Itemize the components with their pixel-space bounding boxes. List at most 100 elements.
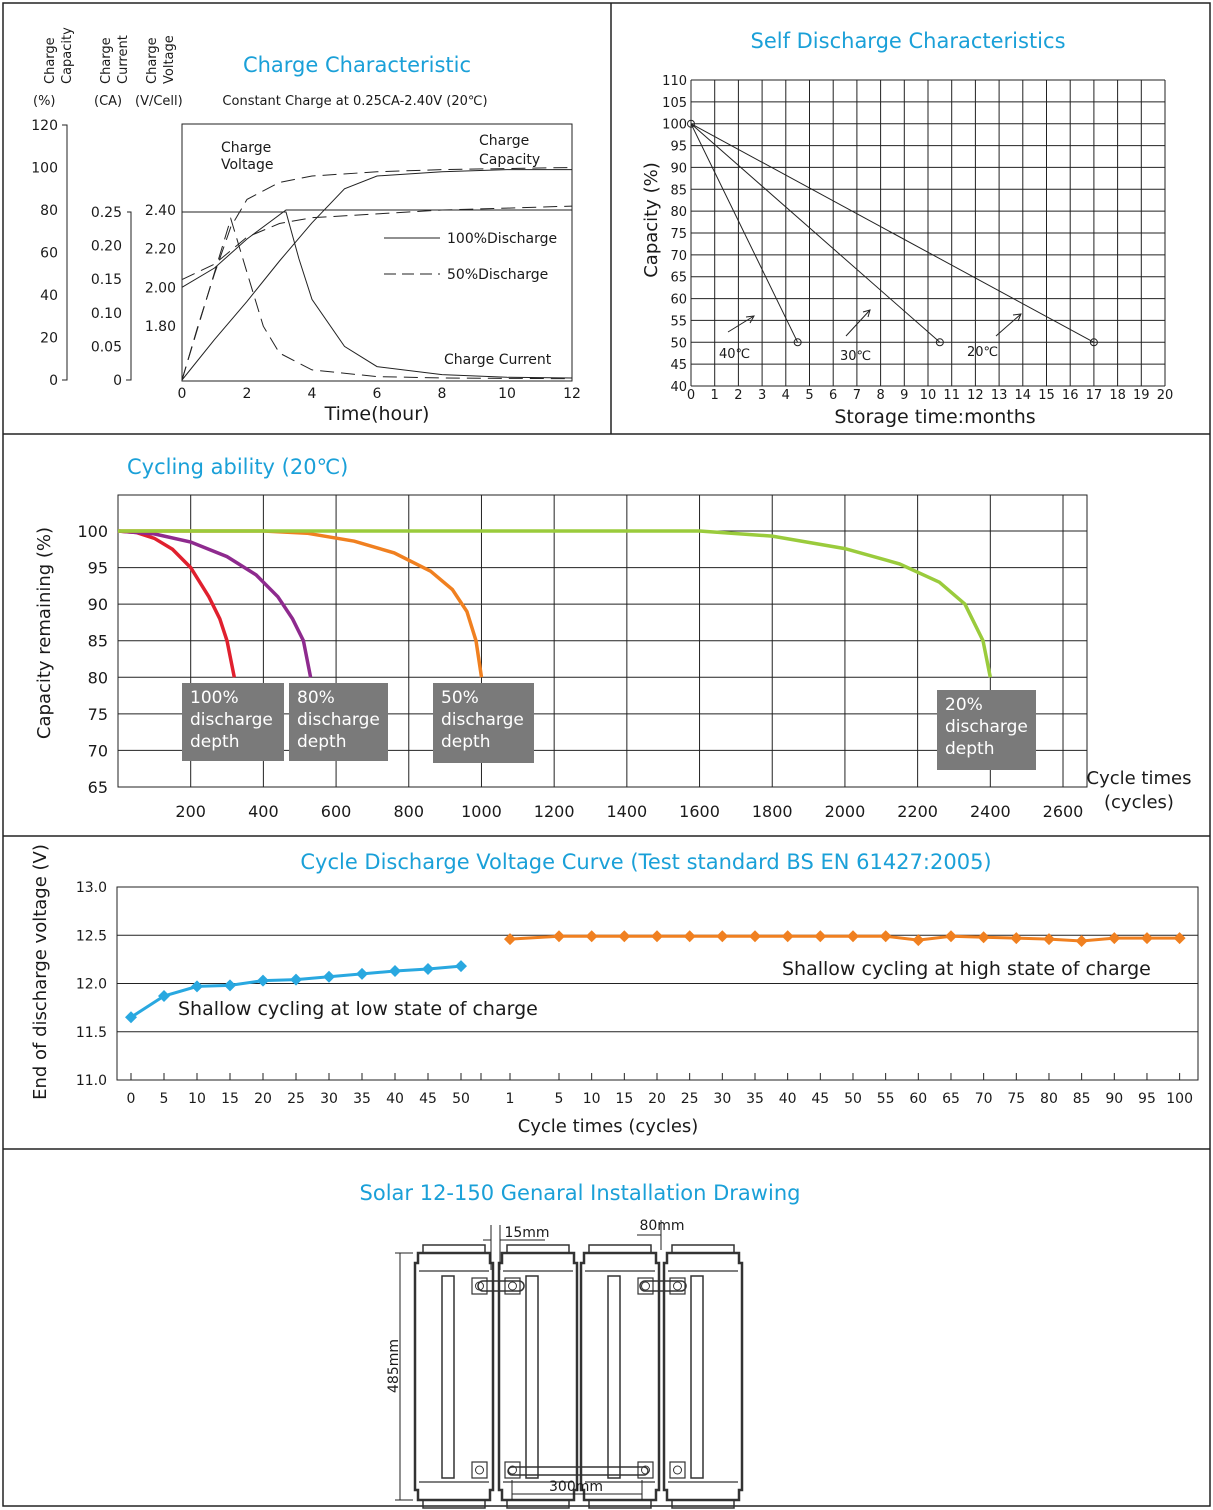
dim-span-label: 300mm xyxy=(549,1479,603,1495)
temp-label-30: 30℃ xyxy=(840,349,871,364)
cycling-ability-panel: Cycling ability (20℃) 100 95 90 85 80 75 70 65 2… xyxy=(34,455,1191,821)
unit-voltage: (V/Cell) xyxy=(135,94,183,109)
tick-x-low: 10 xyxy=(188,1091,206,1107)
terminal-bottom xyxy=(669,1461,686,1479)
battery-vent-slot xyxy=(607,1275,621,1479)
label-high-soc: Shallow cycling at high state of charge xyxy=(782,958,1151,980)
unit-current: (CA) xyxy=(94,94,122,109)
tick-y: 12.0 xyxy=(76,977,107,993)
tick-y: 11.5 xyxy=(76,1025,107,1041)
tick-x-high: 90 xyxy=(1105,1091,1123,1107)
tick-y: 11.0 xyxy=(76,1073,107,1089)
tick-x-low: 40 xyxy=(386,1091,404,1107)
tick-x: 1 xyxy=(711,388,719,403)
cycvolt-ylabel: End of discharge voltage (V) xyxy=(30,844,51,1100)
depth-box xyxy=(937,690,1036,770)
tick-capacity: 120 xyxy=(31,118,58,134)
high-soc-marker xyxy=(1173,932,1186,945)
charge-ticks: 1201008060402000.250.200.150.100.0502.40… xyxy=(31,118,581,402)
top-link-bar xyxy=(639,1280,687,1292)
terminal-top xyxy=(637,1277,654,1295)
high-soc-marker xyxy=(1075,935,1088,947)
tick-x: 9 xyxy=(900,388,908,403)
tick-capacity: 80 xyxy=(40,203,58,219)
tick-y: 105 xyxy=(662,96,687,111)
tick-y: 85 xyxy=(88,632,108,651)
legend-full-label: 100%Discharge xyxy=(447,231,557,247)
tick-y: 12.5 xyxy=(76,928,107,944)
dim-width-label: 80mm xyxy=(639,1218,684,1234)
battery-handle-bottom xyxy=(422,1500,486,1509)
cycvolt-title: Cycle Discharge Voltage Curve (Test stan… xyxy=(300,850,991,874)
tick-capacity: 0 xyxy=(49,373,58,389)
depth-box-text: discharge xyxy=(190,710,273,730)
tick-x-high: 25 xyxy=(681,1091,699,1107)
tick-y: 75 xyxy=(88,705,108,724)
low-soc-marker xyxy=(191,980,203,993)
dimension-lines xyxy=(395,1220,662,1501)
tick-x-low: 50 xyxy=(452,1091,470,1107)
tick-time: 2 xyxy=(243,386,252,402)
tick-x: 11 xyxy=(943,388,960,403)
tick-y: 100 xyxy=(662,118,687,133)
cycvolt-ticks: 13.012.512.011.511.00 5 10 15 20 25 30 35 40 45 50… xyxy=(76,880,1193,1107)
tick-x: 12 xyxy=(967,388,984,403)
tick-time: 8 xyxy=(438,386,447,402)
cycvolt-series xyxy=(125,930,1186,1024)
tick-current: 0.20 xyxy=(91,239,122,255)
tick-y: 75 xyxy=(670,227,687,242)
tick-y: 95 xyxy=(670,140,687,155)
high-soc-marker xyxy=(814,930,827,943)
selfdis-ylabel: Capacity (%) xyxy=(641,162,662,278)
battery-vent-slot xyxy=(441,1275,455,1479)
temp-label-40: 40℃ xyxy=(719,347,750,362)
top-link-bar xyxy=(477,1280,525,1292)
cycle-discharge-voltage-panel: Cycle Discharge Voltage Curve (Test stan… xyxy=(30,844,1199,1137)
high-soc-marker xyxy=(1108,932,1121,945)
tick-time: 4 xyxy=(308,386,317,402)
terminal-top-bolt xyxy=(508,1281,517,1291)
charge-title: Charge Characteristic xyxy=(243,53,471,77)
tick-y: 50 xyxy=(670,336,687,351)
high-soc-marker xyxy=(1141,932,1153,945)
tick-x: 4 xyxy=(782,388,790,403)
tick-x-high: 65 xyxy=(942,1091,960,1107)
label-charge-voltage-1: Charge xyxy=(221,140,271,156)
cycling-xlabel-1: Cycle times xyxy=(1087,768,1192,789)
tick-x-low: 20 xyxy=(254,1091,272,1107)
tick-x-low: 25 xyxy=(287,1091,305,1107)
cycling-ticks: 100 95 90 85 80 75 70 65 200 400 600 800 1000 1200 140… xyxy=(77,522,1083,821)
tick-y: 65 xyxy=(88,778,108,797)
tick-x: 14 xyxy=(1015,388,1032,403)
terminal-bottom xyxy=(504,1461,521,1479)
tick-x-high: 55 xyxy=(877,1091,895,1107)
cycling-ylabel: Capacity remaining (%) xyxy=(34,527,55,739)
tick-x: 400 xyxy=(248,802,279,821)
tick-voltage: 2.00 xyxy=(145,280,176,296)
selfdis-line-1 xyxy=(690,123,941,343)
tick-y: 100 xyxy=(77,522,108,541)
battery-group xyxy=(413,1244,744,1509)
battery-outline xyxy=(579,1251,661,1502)
tick-x: 19 xyxy=(1133,388,1150,403)
tick-x: 18 xyxy=(1109,388,1126,403)
low-soc-marker xyxy=(455,960,467,973)
battery-unit xyxy=(579,1244,661,1509)
tick-x-low: 0 xyxy=(127,1091,136,1107)
tick-x: 20 xyxy=(1157,388,1174,403)
low-soc-marker xyxy=(158,990,170,1002)
depth-box-text: discharge xyxy=(441,710,524,730)
axis-capacity-line1: Charge xyxy=(43,37,58,84)
tick-x: 1400 xyxy=(606,802,647,821)
bottom-link-bar xyxy=(507,1466,649,1476)
high-soc-marker xyxy=(651,930,663,943)
tick-capacity: 100 xyxy=(31,161,58,177)
tick-x-high: 15 xyxy=(615,1091,633,1107)
label-charge-voltage-2: Voltage xyxy=(221,157,274,173)
cycling-xlabel-2: (cycles) xyxy=(1104,792,1174,813)
low-soc-marker xyxy=(224,979,236,992)
depth-box-text: 100% xyxy=(190,688,239,708)
tick-y: 13.0 xyxy=(76,880,107,896)
tick-x: 13 xyxy=(991,388,1008,403)
